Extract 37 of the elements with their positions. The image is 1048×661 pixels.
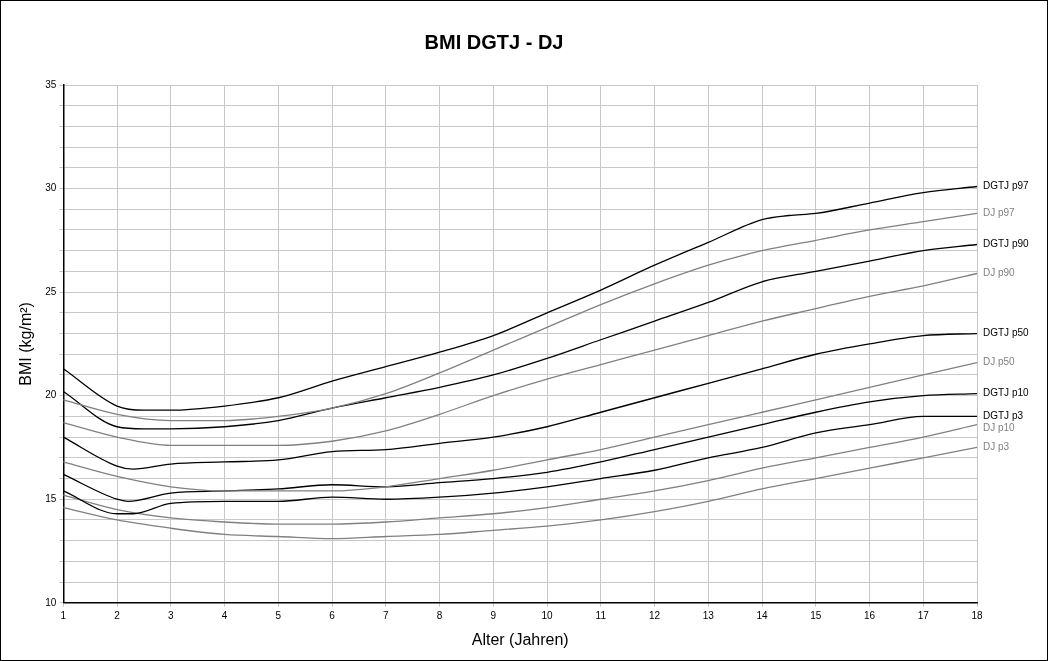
series-label: DJ p50 <box>983 356 1016 368</box>
x-tick-label: 3 <box>168 609 175 621</box>
x-axis-title: Alter (Jahren) <box>471 630 569 648</box>
x-tick-label: 10 <box>541 609 554 621</box>
x-tick-label: 7 <box>383 609 390 621</box>
x-tick-label: 18 <box>971 609 983 621</box>
series-label: DGTJ p90 <box>983 238 1030 250</box>
y-tick-label: 25 <box>45 285 57 297</box>
x-tick-label: 15 <box>810 609 822 621</box>
y-axis-title: BMI (kg/m²) <box>17 302 35 386</box>
series-label: DGTJ p97 <box>983 180 1030 192</box>
chart-title: BMI DGTJ - DJ <box>424 30 564 53</box>
x-tick-label: 2 <box>114 609 121 621</box>
x-tick-label: 13 <box>702 609 715 621</box>
x-tick-label: 9 <box>490 609 497 621</box>
x-tick-label: 4 <box>221 609 228 621</box>
series-label: DGTJ p50 <box>983 327 1030 339</box>
y-tick-label: 35 <box>45 78 57 90</box>
y-tick-label: 30 <box>45 182 57 194</box>
x-tick-label: 16 <box>863 609 876 621</box>
series-label: DJ p90 <box>983 267 1016 279</box>
x-tick-label: 5 <box>275 609 282 621</box>
y-tick-label: 10 <box>45 596 57 608</box>
series-label: DJ p97 <box>983 207 1016 219</box>
y-tick-label: 15 <box>45 492 57 504</box>
series-label: DJ p10 <box>983 422 1016 434</box>
x-tick-label: 14 <box>756 609 769 621</box>
series-label: DGTJ p10 <box>983 387 1030 399</box>
y-tick-label: 20 <box>45 389 57 401</box>
x-tick-label: 12 <box>648 609 661 621</box>
series-label: DGTJ p3 <box>983 410 1024 422</box>
x-tick-label: 17 <box>917 609 930 621</box>
x-tick-label: 6 <box>329 609 336 621</box>
x-tick-label: 11 <box>595 609 607 621</box>
series-label: DJ p3 <box>983 441 1010 453</box>
x-tick-label: 8 <box>436 609 443 621</box>
x-tick-label: 1 <box>60 609 67 621</box>
